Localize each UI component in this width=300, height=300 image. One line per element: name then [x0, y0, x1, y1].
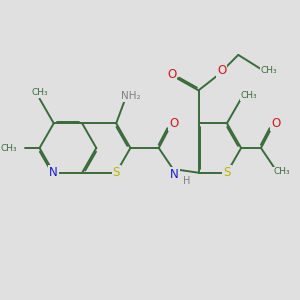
Text: CH₃: CH₃	[241, 91, 257, 100]
Text: CH₃: CH₃	[261, 66, 277, 75]
Text: S: S	[112, 166, 120, 179]
Text: CH₃: CH₃	[0, 143, 17, 152]
Text: H: H	[184, 176, 191, 186]
Text: O: O	[169, 117, 178, 130]
Text: N: N	[170, 168, 179, 181]
Text: CH₃: CH₃	[273, 167, 290, 176]
Text: O: O	[271, 117, 280, 130]
Text: O: O	[167, 68, 176, 81]
Text: NH₂: NH₂	[121, 91, 140, 101]
Text: O: O	[217, 64, 226, 77]
Text: CH₃: CH₃	[31, 88, 48, 98]
Text: S: S	[223, 166, 231, 179]
Text: N: N	[50, 166, 58, 179]
